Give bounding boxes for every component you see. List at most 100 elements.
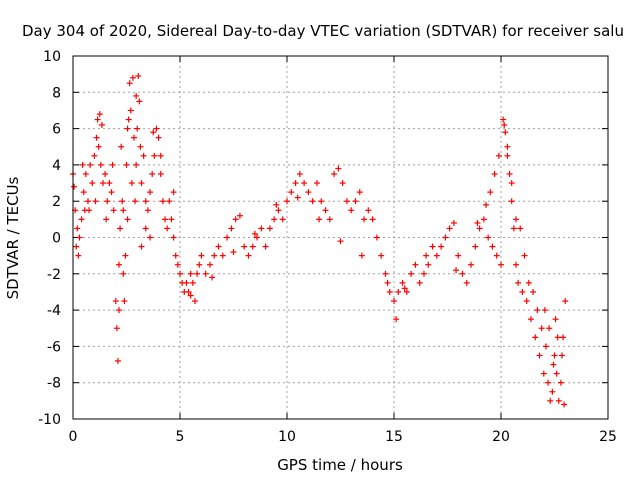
data-point (554, 334, 561, 341)
data-point (547, 397, 554, 404)
data-point (498, 261, 504, 268)
data-point (149, 170, 156, 177)
data-point (206, 261, 213, 268)
data-point (95, 143, 102, 150)
data-point (384, 279, 391, 286)
data-point (130, 134, 137, 141)
data-point (78, 216, 85, 223)
data-point (91, 152, 98, 159)
data-point (125, 116, 132, 123)
data-point (557, 379, 564, 386)
data-point (174, 261, 181, 268)
data-point (491, 170, 498, 177)
data-point (279, 216, 286, 223)
data-point (159, 198, 166, 205)
data-point (412, 261, 419, 268)
data-point (155, 134, 162, 141)
data-point (249, 243, 256, 250)
data-point (446, 225, 453, 232)
x-tick-label: 5 (176, 429, 185, 445)
data-point (76, 234, 83, 241)
data-point (459, 270, 466, 277)
data-point (228, 225, 235, 232)
data-point (294, 194, 301, 201)
data-point (553, 370, 560, 377)
data-point (170, 234, 177, 241)
data-point (309, 198, 316, 205)
data-point (162, 216, 169, 223)
data-point (142, 198, 149, 205)
data-point (187, 292, 194, 299)
data-point (144, 207, 151, 214)
data-point (98, 121, 105, 128)
data-point (480, 216, 487, 223)
data-point (258, 225, 265, 232)
data-point (391, 298, 397, 305)
data-point (138, 243, 145, 250)
data-point (393, 316, 400, 323)
data-point (273, 201, 280, 208)
data-point (335, 165, 342, 172)
data-point (96, 111, 103, 118)
data-point (517, 225, 524, 232)
data-point (305, 189, 312, 196)
data-point (512, 261, 519, 268)
data-point (251, 230, 258, 237)
data-point (510, 225, 517, 232)
x-tick-label: 25 (599, 429, 617, 445)
data-point (549, 388, 556, 395)
data-point (103, 216, 110, 223)
y-tick-label: 10 (43, 49, 61, 65)
data-point (138, 180, 145, 187)
data-point (117, 225, 124, 232)
data-point (493, 252, 500, 259)
data-point (172, 252, 179, 259)
data-point (450, 219, 457, 226)
data-point (472, 243, 479, 250)
data-point (382, 270, 389, 277)
data-point (198, 252, 205, 259)
data-point (132, 198, 139, 205)
data-point (266, 225, 273, 232)
data-point (196, 261, 203, 268)
x-tick-label: 15 (385, 429, 403, 445)
data-point (453, 267, 460, 274)
data-point (122, 252, 129, 259)
data-point (521, 252, 528, 259)
data-point (135, 72, 142, 79)
data-point (245, 252, 252, 259)
data-point (116, 261, 123, 268)
data-point (542, 343, 549, 350)
data-point (170, 189, 177, 196)
data-point (118, 143, 125, 150)
data-point (133, 161, 140, 168)
data-point (271, 216, 278, 223)
data-point (339, 180, 346, 187)
data-point (157, 170, 164, 177)
data-point (476, 225, 483, 232)
data-point (361, 216, 368, 223)
data-point (420, 270, 427, 277)
data-point (128, 180, 135, 187)
data-point (189, 279, 196, 286)
y-tick-label: 4 (52, 158, 61, 174)
data-point (134, 125, 141, 132)
data-point (147, 189, 154, 196)
data-point (112, 298, 119, 305)
data-point (127, 107, 134, 114)
data-point (121, 298, 128, 305)
data-point (352, 198, 359, 205)
data-point (136, 98, 143, 105)
data-point (301, 180, 308, 187)
data-point (113, 325, 120, 332)
data-point (110, 207, 117, 214)
data-point (94, 116, 101, 123)
data-point (560, 334, 567, 341)
y-tick-label: -8 (47, 376, 61, 392)
data-point (501, 121, 508, 128)
x-axis-ticks: 0 5 10 15 20 25 (69, 56, 617, 445)
data-point (416, 279, 423, 286)
data-point (129, 74, 136, 81)
data-point (108, 189, 115, 196)
data-point (512, 216, 519, 223)
